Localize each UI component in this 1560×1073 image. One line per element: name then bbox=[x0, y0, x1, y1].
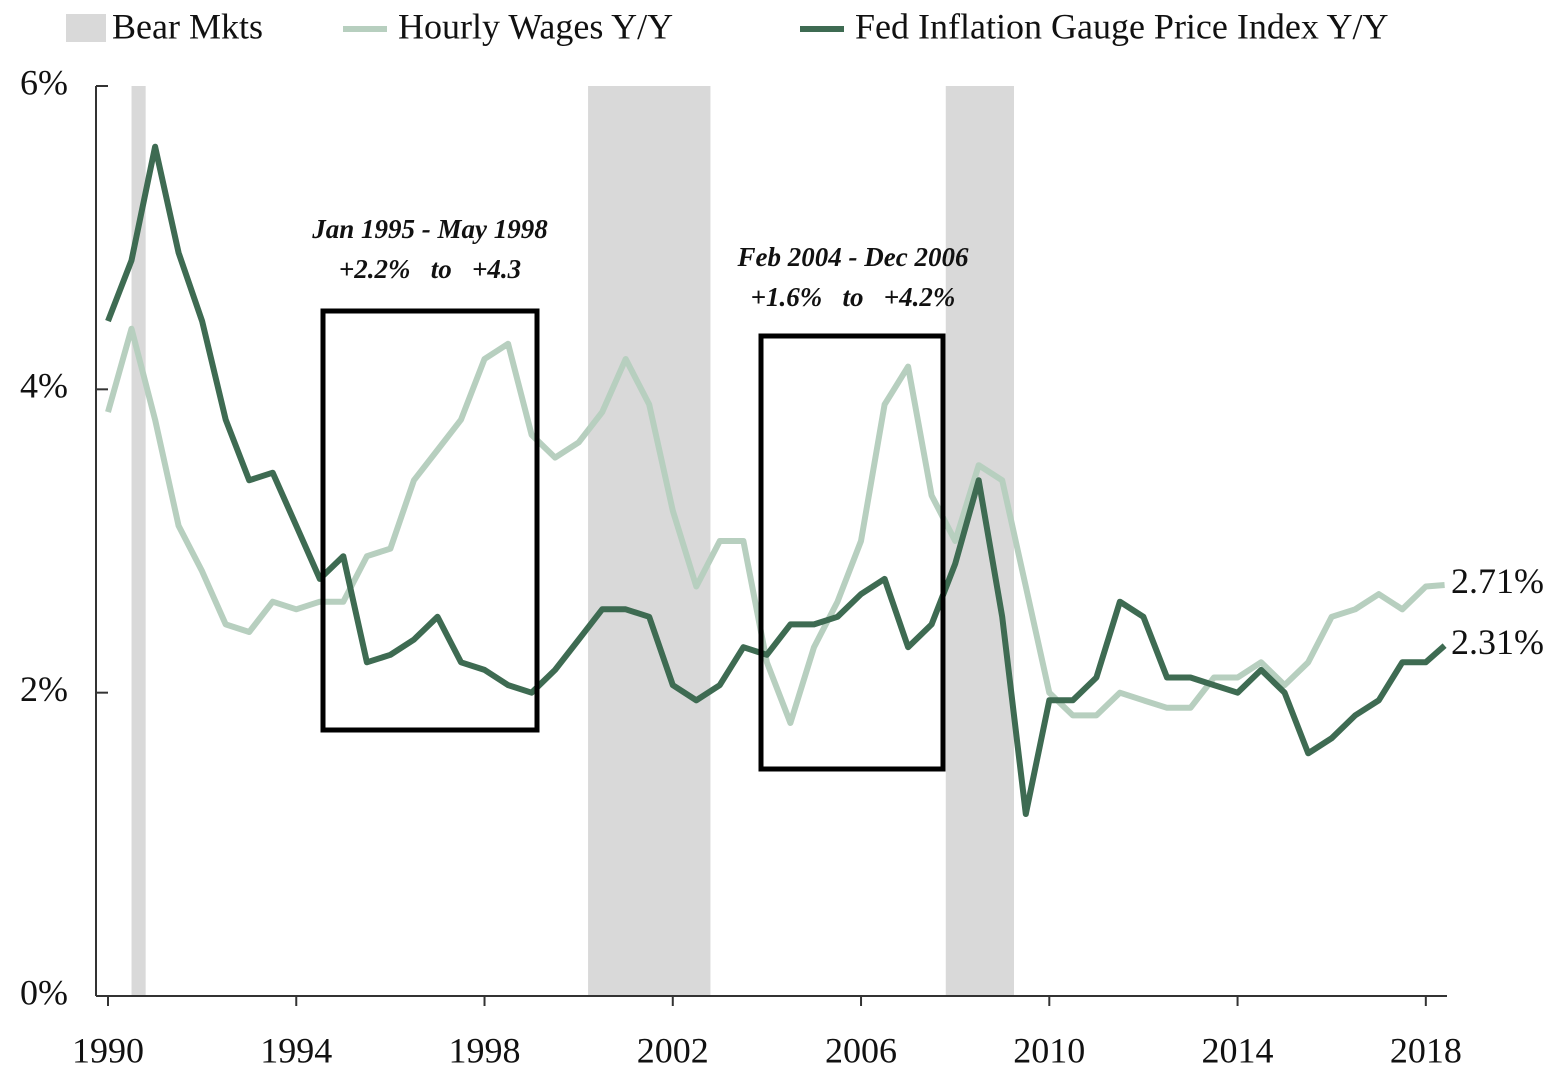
x-tick-label: 2002 bbox=[637, 1030, 709, 1070]
annotation-text: Feb 2004 - Dec 2006 bbox=[737, 242, 969, 272]
x-tick-label: 1990 bbox=[72, 1030, 144, 1070]
y-tick-label: 0% bbox=[20, 972, 68, 1012]
x-tick-label: 2006 bbox=[825, 1030, 897, 1070]
x-tick-label: 1998 bbox=[449, 1030, 521, 1070]
annotation-box bbox=[758, 333, 946, 772]
annotation-box bbox=[320, 308, 540, 733]
x-tick-label: 2010 bbox=[1013, 1030, 1085, 1070]
annotation-text: Jan 1995 - May 1998 bbox=[311, 214, 548, 244]
y-tick-label: 2% bbox=[20, 669, 68, 709]
legend-swatch bbox=[66, 14, 106, 42]
x-tick-label: 2014 bbox=[1202, 1030, 1274, 1070]
bear-market bbox=[131, 86, 146, 996]
annotation-text: +1.6% to +4.2% bbox=[751, 282, 956, 312]
bear-market bbox=[588, 86, 711, 996]
annotation-text: +2.2% to +4.3 bbox=[339, 254, 521, 284]
y-tick-label: 4% bbox=[20, 366, 68, 406]
end-label: 2.31% bbox=[1451, 622, 1544, 662]
x-tick-label: 2018 bbox=[1390, 1030, 1462, 1070]
end-label: 2.71% bbox=[1451, 561, 1544, 601]
series-line bbox=[105, 143, 1447, 817]
legend-label: Fed Inflation Gauge Price Index Y/Y bbox=[855, 6, 1389, 46]
y-tick-label: 6% bbox=[20, 62, 68, 102]
series-line bbox=[105, 325, 1445, 726]
legend-label: Bear Mkts bbox=[112, 6, 263, 46]
x-tick-label: 1994 bbox=[260, 1030, 332, 1070]
legend-label: Hourly Wages Y/Y bbox=[398, 6, 673, 46]
